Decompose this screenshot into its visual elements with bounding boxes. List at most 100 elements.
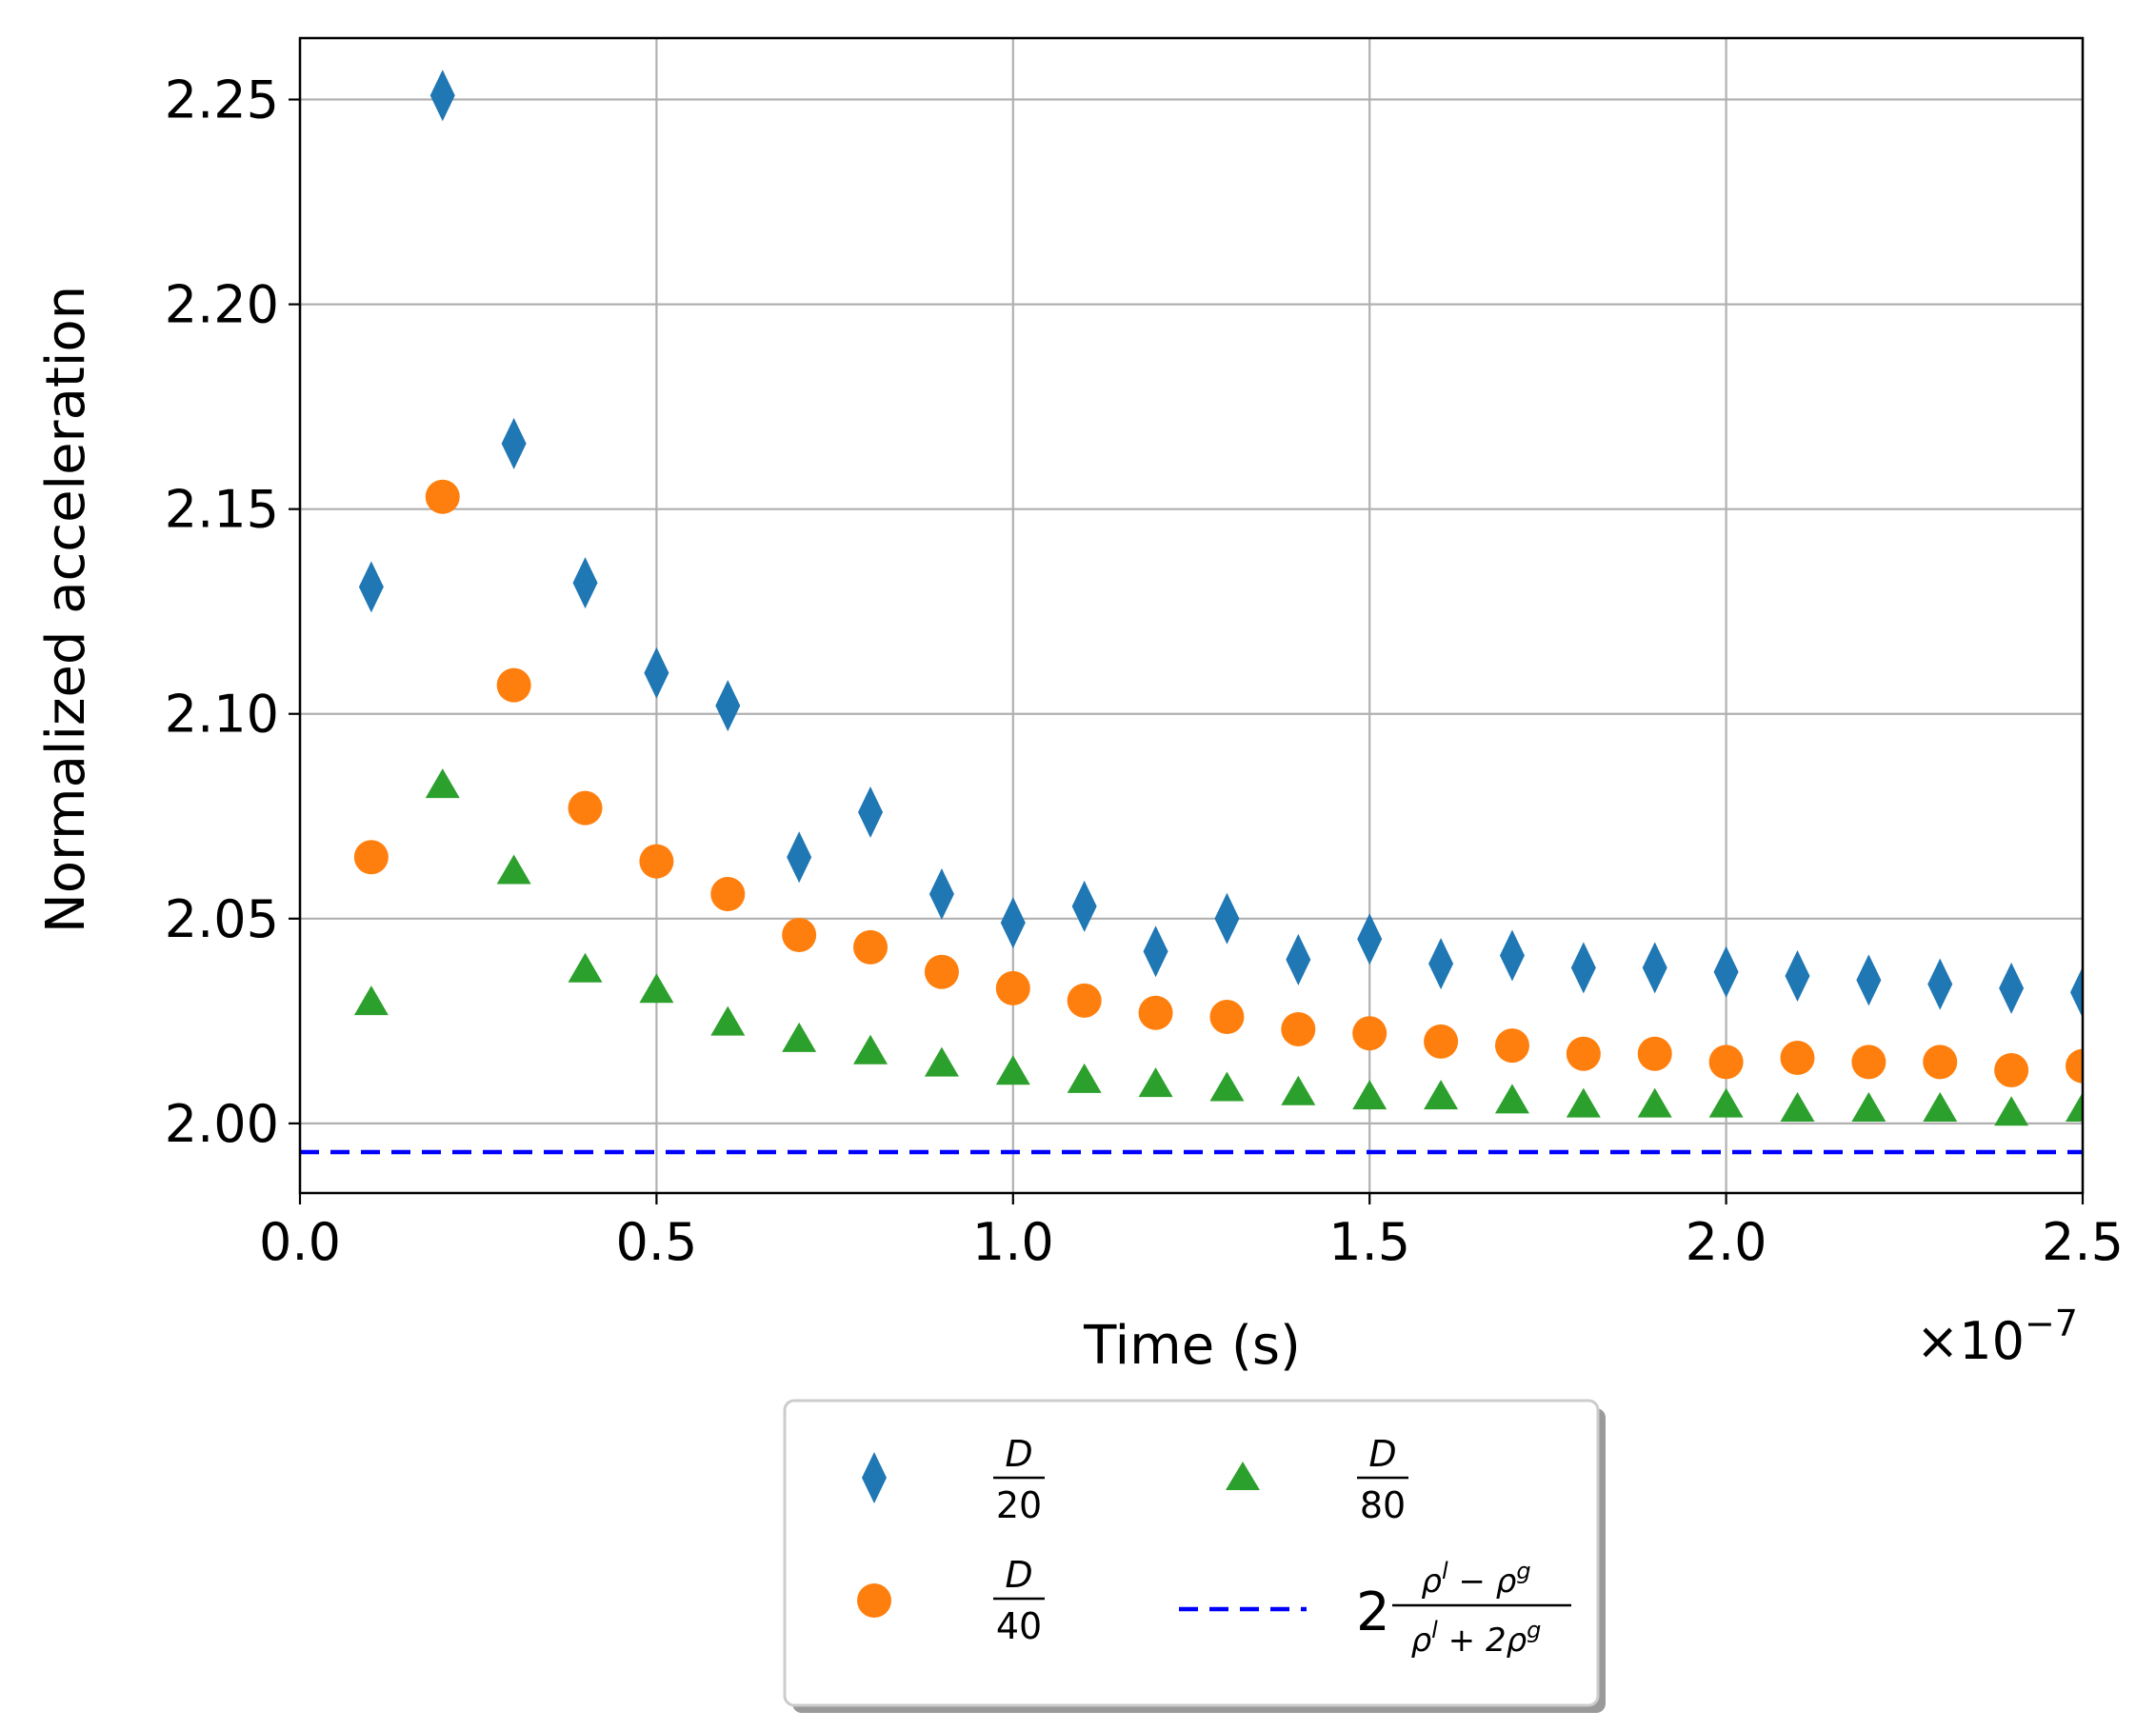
point-d-80 <box>1138 1067 1173 1098</box>
point-d-80 <box>924 1046 959 1077</box>
x-tick-label: 1.0 <box>972 1212 1054 1272</box>
point-d-40 <box>1352 1016 1387 1051</box>
point-d-80 <box>1994 1096 2029 1126</box>
point-d-40 <box>924 954 959 989</box>
point-d-40 <box>1494 1028 1529 1064</box>
point-d-20 <box>1071 880 1097 932</box>
point-d-80 <box>568 952 603 983</box>
point-d-20 <box>928 867 954 920</box>
y-tick-label: 2.10 <box>165 685 279 745</box>
x-tick-label: 1.5 <box>1328 1212 1410 1272</box>
point-d-20 <box>1713 945 1739 998</box>
legend-d80-num: D <box>1368 1433 1396 1475</box>
point-d-20 <box>1570 942 1596 994</box>
point-d-80 <box>353 985 389 1016</box>
point-d-20 <box>1499 929 1525 982</box>
y-tick-label: 2.05 <box>165 889 279 949</box>
y-tick-label: 2.15 <box>165 480 279 540</box>
point-d-40 <box>2066 1048 2083 1084</box>
y-tick-label: 2.00 <box>165 1094 279 1154</box>
legend-d40-den: 40 <box>996 1605 1042 1647</box>
point-d-40 <box>1851 1045 1886 1080</box>
point-d-20 <box>1999 962 2025 1014</box>
point-d-80 <box>496 854 531 885</box>
point-d-80 <box>995 1055 1030 1085</box>
point-d-40 <box>1424 1024 1459 1059</box>
point-d-80 <box>1067 1063 1102 1093</box>
grid <box>298 38 2085 1193</box>
legend-d20-den: 20 <box>996 1484 1042 1526</box>
point-d-40 <box>710 876 746 911</box>
point-d-40 <box>1780 1041 1815 1076</box>
x-tick-label: 2.0 <box>1686 1212 1767 1272</box>
point-d-20 <box>358 561 384 613</box>
point-d-20 <box>1143 925 1168 978</box>
legend: D 20 D 40 D 80 2 ρl − ρg ρl + 2ρg <box>783 1399 1606 1713</box>
point-d-20 <box>501 417 527 469</box>
point-d-80 <box>1637 1087 1672 1118</box>
x-axis-label: Time (s) <box>1083 1315 1301 1377</box>
point-d-20 <box>2070 966 2083 1019</box>
legend-label-reference: 2 ρl − ρg ρl + 2ρg <box>1356 1558 1571 1660</box>
legend-d20-num: D <box>1005 1433 1032 1475</box>
point-d-40 <box>1067 983 1102 1018</box>
point-d-20 <box>858 786 884 838</box>
point-d-40 <box>782 918 817 953</box>
y-axis-label: Normalized acceleration <box>35 286 97 933</box>
point-d-80 <box>1566 1087 1601 1118</box>
point-d-80 <box>2066 1091 2083 1122</box>
point-d-40 <box>353 840 389 875</box>
point-d-40 <box>1138 995 1173 1030</box>
point-d-40 <box>1637 1036 1672 1071</box>
legend-box <box>783 1399 1600 1707</box>
point-d-20 <box>1214 892 1240 945</box>
point-d-20 <box>572 557 598 609</box>
point-d-20 <box>1428 938 1454 990</box>
point-d-80 <box>782 1022 817 1052</box>
point-d-20 <box>1000 897 1026 949</box>
point-d-40 <box>853 929 888 965</box>
point-d-20 <box>1642 942 1667 994</box>
legend-ref-num: ρl − ρg <box>1421 1558 1530 1601</box>
point-d-40 <box>496 667 531 703</box>
point-d-80 <box>1209 1071 1245 1102</box>
point-d-20 <box>1357 913 1383 965</box>
point-d-80 <box>853 1034 888 1064</box>
point-d-20 <box>1856 954 1882 1006</box>
legend-marker-d40 <box>857 1583 891 1618</box>
point-d-80 <box>639 973 674 1004</box>
point-d-40 <box>568 790 603 826</box>
point-d-20 <box>715 680 741 732</box>
point-d-40 <box>1923 1045 1958 1080</box>
point-d-40 <box>1994 1052 2029 1087</box>
point-d-20 <box>1785 950 1810 1003</box>
x-tick-label: 2.5 <box>2042 1212 2124 1272</box>
point-d-20 <box>429 70 455 122</box>
point-d-80 <box>1424 1080 1459 1110</box>
point-d-40 <box>1708 1045 1744 1080</box>
x-offset-label: ×10−7 <box>1916 1303 2078 1371</box>
point-d-40 <box>1209 1000 1245 1035</box>
point-d-20 <box>787 831 812 884</box>
point-d-40 <box>995 970 1030 1005</box>
legend-d40-num: D <box>1005 1554 1032 1596</box>
point-d-40 <box>1566 1036 1601 1071</box>
point-d-80 <box>425 768 460 799</box>
legend-d80-den: 80 <box>1360 1484 1406 1526</box>
legend-label-d40: D 40 <box>993 1554 1045 1647</box>
y-tick-label: 2.25 <box>165 70 279 130</box>
point-d-40 <box>639 844 674 879</box>
point-d-20 <box>1286 933 1311 985</box>
legend-ref-coef: 2 <box>1356 1582 1390 1643</box>
axes-frame <box>298 36 2085 1195</box>
y-tick-label: 2.20 <box>165 275 279 335</box>
point-d-80 <box>1923 1091 1958 1122</box>
x-tick-label: 0.5 <box>615 1212 697 1272</box>
point-d-80 <box>1352 1080 1387 1110</box>
point-d-80 <box>1281 1075 1316 1105</box>
legend-label-d80: D 80 <box>1357 1433 1408 1526</box>
point-d-80 <box>1708 1087 1744 1118</box>
legend-ref-den: ρl + 2ρg <box>1411 1617 1542 1660</box>
point-d-40 <box>1281 1011 1316 1046</box>
